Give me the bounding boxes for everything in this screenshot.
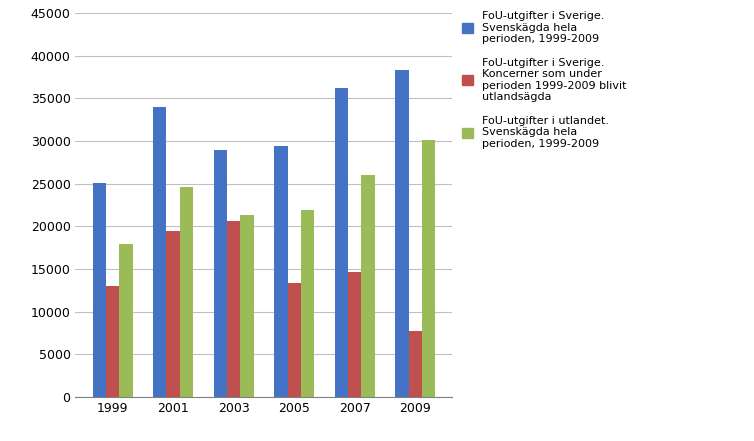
Bar bbox=[153, 107, 167, 397]
Bar bbox=[167, 231, 179, 397]
Bar bbox=[422, 140, 435, 397]
Bar bbox=[119, 244, 133, 397]
Bar bbox=[93, 183, 106, 397]
Legend: FoU-utgifter i Sverige.
Svenskägda hela
perioden, 1999-2009, FoU-utgifter i Sver: FoU-utgifter i Sverige. Svenskägda hela … bbox=[461, 11, 627, 149]
Bar bbox=[335, 88, 348, 397]
Bar bbox=[227, 221, 241, 397]
Bar bbox=[179, 187, 193, 397]
Bar bbox=[348, 272, 361, 397]
Bar bbox=[213, 149, 227, 397]
Bar bbox=[241, 215, 253, 397]
Bar bbox=[274, 146, 287, 397]
Bar bbox=[395, 70, 409, 397]
Bar bbox=[409, 331, 422, 397]
Bar bbox=[287, 283, 301, 397]
Bar bbox=[301, 210, 314, 397]
Bar bbox=[106, 286, 119, 397]
Bar bbox=[361, 175, 375, 397]
